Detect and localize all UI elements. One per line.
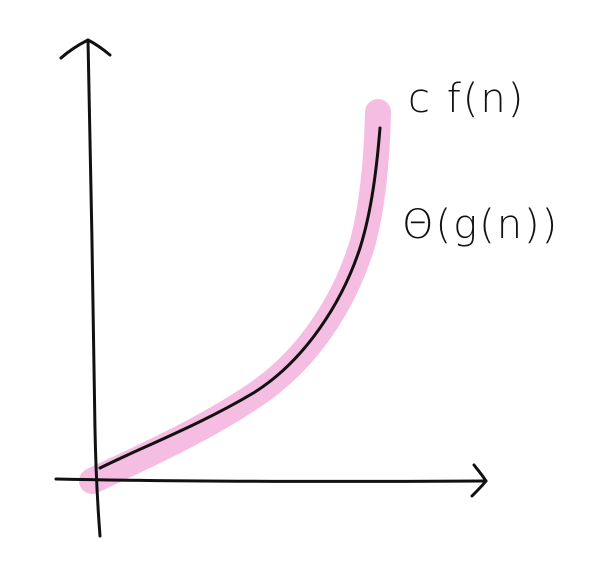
theta-band-highlight bbox=[79, 99, 391, 494]
theta-label: Θ(g(n)) bbox=[402, 202, 559, 248]
cf-curve bbox=[98, 126, 382, 470]
x-axis-arrowhead bbox=[470, 463, 488, 498]
x-axis bbox=[54, 477, 488, 483]
y-axis-arrowhead bbox=[59, 38, 112, 60]
y-axis bbox=[86, 38, 102, 538]
cf-label: c f(n) bbox=[408, 76, 525, 122]
